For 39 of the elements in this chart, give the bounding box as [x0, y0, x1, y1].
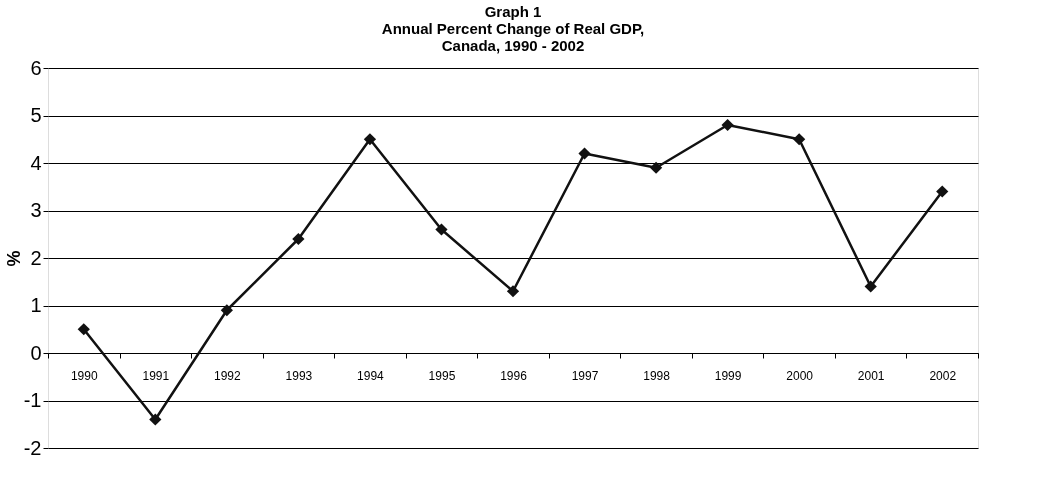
x-tick-label: 1992: [213, 368, 242, 383]
x-tick-label: 1991: [142, 368, 170, 383]
y-tick-label: 0: [30, 341, 42, 364]
text: Annual Percent Change of Real GDP,: [381, 20, 645, 37]
point: [649, 161, 663, 174]
point: [721, 118, 734, 132]
x-tick-label: 1990: [70, 368, 98, 383]
x-tick-label: 1996: [500, 368, 528, 383]
point: [149, 413, 162, 426]
y-tick-label: 3: [30, 199, 42, 221]
point: [506, 285, 520, 298]
point: [864, 280, 877, 293]
y-tick-label: -1: [23, 389, 42, 411]
x-tick-label: 1994: [357, 368, 385, 383]
x-tick-label: 1995: [428, 368, 456, 383]
x-tick-label: 1998: [643, 368, 671, 383]
y-axis-title: %: [3, 250, 24, 267]
x-tick-label: 2000: [786, 368, 814, 383]
point: [220, 304, 233, 317]
text: Canada, 1990 - 2002: [441, 37, 585, 54]
point: [435, 223, 448, 236]
x-tick-label: 2001: [857, 368, 885, 383]
text: Graph 1: [484, 3, 542, 20]
x-tick-label: 1993: [285, 368, 313, 383]
y-tick-label: 2: [30, 246, 42, 269]
x-tick-label: 1999: [714, 368, 742, 383]
x-tick-label: 2002: [929, 368, 957, 383]
point: [793, 133, 806, 146]
point: [936, 185, 949, 198]
point: [77, 323, 90, 336]
point: [578, 147, 591, 160]
y-tick-label: 6: [30, 56, 42, 79]
y-tick-label: -2: [23, 436, 42, 459]
y-tick-label: 4: [30, 151, 42, 174]
point: [363, 133, 377, 146]
x-tick-label: 1997: [571, 368, 599, 383]
y-tick-label: 5: [30, 104, 42, 126]
y-tick-label: 1: [30, 294, 42, 316]
point: [292, 232, 305, 246]
